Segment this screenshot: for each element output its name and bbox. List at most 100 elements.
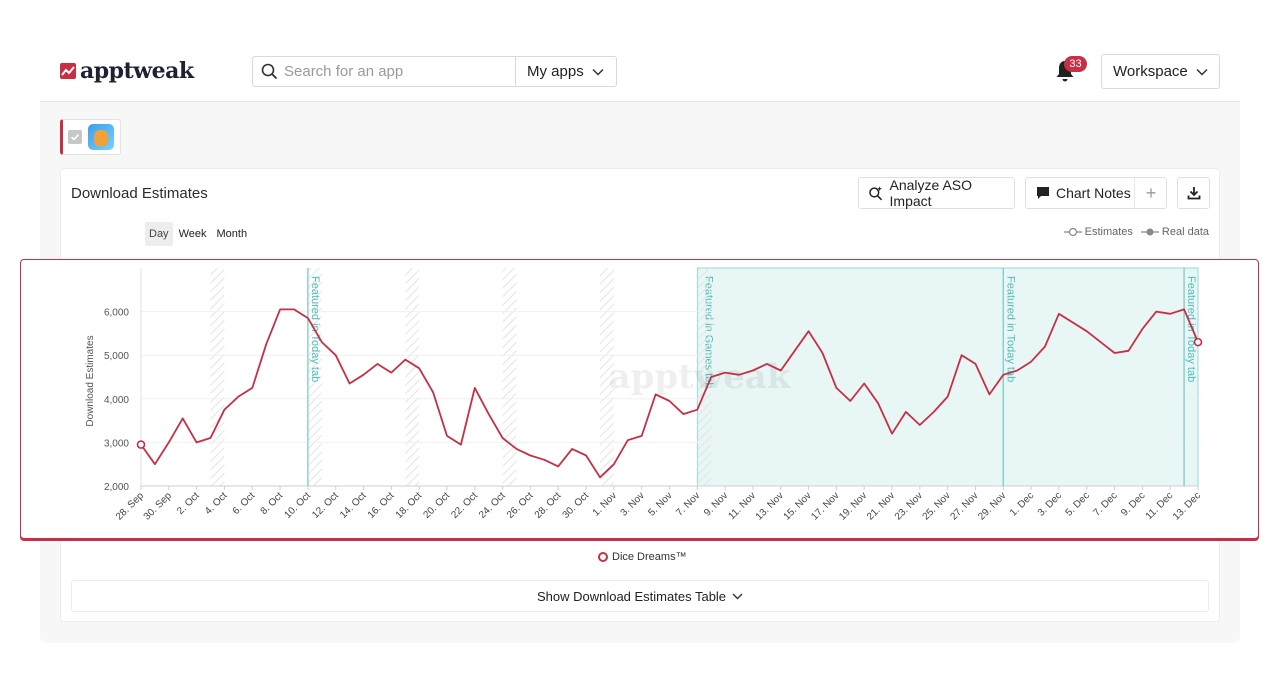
x-tick-label: 5. Nov (646, 490, 674, 518)
x-tick-label: 28. Oct (533, 490, 564, 521)
workspace-dropdown[interactable]: Workspace (1101, 54, 1220, 89)
chart-watermark: apptweak (609, 357, 792, 397)
series-end-marker (1193, 337, 1203, 347)
x-tick-label: 17. Nov (809, 490, 841, 522)
series-legend-dice-dreams[interactable]: Dice Dreams™ (598, 551, 687, 563)
tab-week[interactable]: Week (178, 228, 207, 240)
app-checkbox[interactable] (68, 130, 82, 144)
x-tick-label: 13. Dec (1171, 490, 1203, 522)
search-icon (261, 63, 278, 80)
estimates-marker-icon (1063, 227, 1082, 237)
x-tick-label: 4. Oct (203, 490, 230, 517)
tab-month[interactable]: Month (216, 228, 248, 240)
chart-highlight-frame: Featured in Games tab2,0003,0004,0005,00… (20, 259, 1259, 539)
download-button[interactable] (1177, 177, 1210, 209)
y-tick-label: 3,000 (104, 438, 129, 449)
chart-notes-label: Chart Notes (1056, 185, 1131, 201)
x-tick-label: 11. Nov (726, 490, 758, 522)
show-table-label: Show Download Estimates Table (536, 588, 727, 604)
featured-marker-label: Featured in Today tab (1185, 276, 1197, 382)
series-line (140, 308, 1199, 479)
legend-estimates[interactable]: Estimates (1063, 226, 1133, 238)
x-tick-label: 18. Oct (394, 490, 425, 521)
comment-icon (1037, 187, 1049, 199)
real-data-marker-icon (1140, 228, 1159, 236)
weekend-band (697, 268, 712, 486)
x-tick-label: 16. Oct (366, 490, 397, 521)
x-tick-label: 13. Nov (754, 490, 786, 522)
logo-chart-icon (60, 63, 76, 79)
card-title: Download Estimates (71, 185, 208, 202)
x-tick-label: 25. Nov (921, 490, 953, 522)
x-tick-label: 27. Nov (948, 490, 980, 522)
analyze-aso-impact-button[interactable]: Analyze ASO Impact (858, 177, 1015, 209)
search-box: My apps (252, 56, 617, 87)
x-tick-label: 7. Nov (674, 490, 702, 518)
search-input[interactable] (284, 57, 504, 86)
x-tick-label: 28. Sep (114, 490, 146, 522)
data-type-legend: Estimates Real data (1063, 226, 1209, 238)
top-bar: apptweak My apps 33 Workspace (40, 40, 1240, 102)
add-note-plus-icon[interactable]: + (1134, 178, 1167, 208)
x-tick-label: 3. Dec (1036, 490, 1064, 518)
period-tabs: Day Week Month (145, 222, 251, 246)
series-start-marker (136, 440, 146, 449)
x-tick-label: 10. Oct (282, 490, 313, 521)
x-tick-label: 30. Oct (561, 490, 592, 521)
dice-dreams-app-icon (88, 124, 114, 150)
y-axis-title: Download Estimates (85, 335, 96, 426)
x-tick-label: 12. Oct (310, 490, 341, 521)
x-tick-label: 11. Dec (1144, 490, 1176, 522)
chevron-down-icon (732, 593, 743, 599)
legend-real-data[interactable]: Real data (1140, 226, 1209, 238)
x-tick-label: 3. Nov (619, 490, 647, 518)
x-tick-label: 5. Dec (1064, 490, 1092, 518)
notification-count-badge: 33 (1064, 56, 1087, 72)
y-tick-label: 2,000 (104, 482, 129, 493)
x-tick-label: 15. Nov (782, 490, 814, 522)
selected-app-chip[interactable] (60, 119, 121, 155)
x-tick-label: 14. Oct (338, 490, 369, 521)
analyze-aso-label: Analyze ASO Impact (889, 177, 973, 209)
analyze-magnifier-icon (869, 186, 883, 201)
x-tick-label: 30. Sep (142, 490, 174, 522)
download-estimates-chart: Featured in Games tab2,0003,0004,0005,00… (85, 267, 1203, 523)
y-tick-label: 6,000 (104, 308, 129, 319)
apptweak-logo[interactable]: apptweak (60, 58, 194, 84)
my-apps-label: My apps (527, 63, 584, 80)
chevron-down-icon (1196, 68, 1208, 76)
x-tick-label: 24. Oct (477, 490, 508, 521)
legend-estimates-label: Estimates (1084, 226, 1133, 238)
series-legend-label: Dice Dreams™ (612, 551, 687, 563)
x-tick-label: 20. Oct (422, 490, 453, 521)
x-tick-label: 21. Nov (865, 490, 897, 522)
weekend-band (405, 268, 420, 486)
workspace-label: Workspace (1113, 63, 1188, 80)
x-tick-label: 2. Oct (175, 490, 202, 517)
search-field (253, 57, 516, 86)
x-tick-label: 29. Nov (976, 490, 1008, 522)
featured-marker-label: Featured in Today tab (1004, 276, 1016, 382)
check-icon (70, 133, 80, 141)
chart-notes-button[interactable]: Chart Notes + (1025, 177, 1167, 209)
chevron-down-icon (592, 68, 604, 76)
series-marker (598, 552, 608, 562)
x-tick-label: 19. Nov (837, 490, 869, 522)
y-tick-label: 5,000 (104, 351, 129, 362)
x-tick-label: 7. Dec (1091, 490, 1119, 518)
weekend-band (599, 268, 614, 486)
my-apps-dropdown[interactable]: My apps (516, 57, 616, 86)
tab-day[interactable]: Day (145, 222, 173, 246)
x-tick-label: 23. Nov (893, 490, 925, 522)
y-tick-label: 4,000 (104, 395, 129, 406)
x-tick-label: 1. Nov (591, 490, 619, 518)
weekend-band (502, 268, 517, 486)
x-tick-label: 1. Dec (1008, 490, 1036, 518)
logo-text: apptweak (80, 58, 194, 84)
show-table-toggle[interactable]: Show Download Estimates Table (71, 580, 1209, 612)
x-tick-label: 22. Oct (449, 490, 480, 521)
weekend-band (210, 268, 225, 486)
download-icon (1187, 187, 1200, 200)
x-tick-label: 26. Oct (505, 490, 536, 521)
legend-real-data-label: Real data (1161, 226, 1209, 238)
